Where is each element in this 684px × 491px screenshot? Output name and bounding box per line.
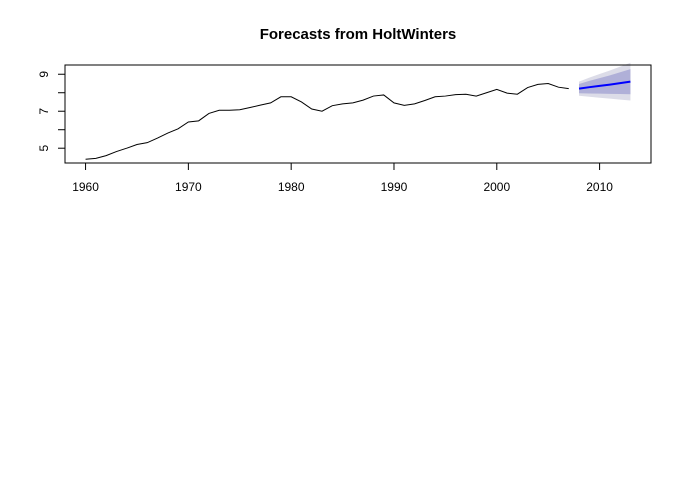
forecast-bands: [579, 62, 631, 101]
band-80: [579, 69, 631, 95]
x-tick-label: 1980: [278, 180, 305, 194]
observed-series-line: [85, 82, 569, 160]
y-axis: 5 7 9: [37, 71, 66, 152]
x-tick-label: 2010: [586, 180, 613, 194]
x-tick-label: 1960: [72, 180, 99, 194]
x-tick-label: 2000: [483, 180, 510, 194]
x-tick-label: 1970: [175, 180, 202, 194]
forecast-mean-line: [578, 80, 631, 90]
plot-frame: [64, 64, 652, 164]
x-tick-label: 1990: [381, 180, 408, 194]
y-tick-label: 5: [37, 145, 51, 152]
y-tick-label: 9: [37, 71, 51, 78]
y-tick-label: 7: [37, 108, 51, 115]
series-lines: [85, 80, 631, 160]
chart-title: Forecasts from HoltWinters: [260, 26, 457, 43]
x-axis: 1960 1970 1980 1990 2000 2010: [72, 162, 613, 194]
